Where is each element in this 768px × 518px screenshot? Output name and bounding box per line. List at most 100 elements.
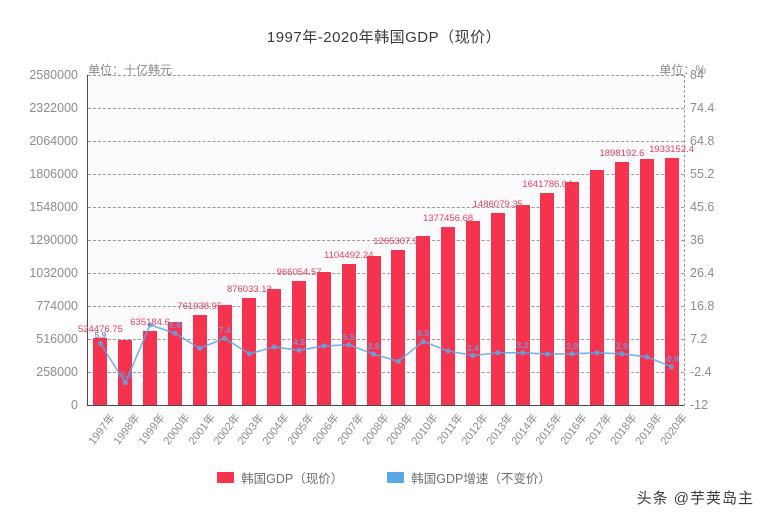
y-axis-tick-label: 1032000: [29, 266, 78, 280]
bar[interactable]: [441, 227, 456, 405]
line-point[interactable]: [519, 350, 526, 356]
line-point[interactable]: [495, 350, 501, 356]
line-series: [97, 322, 675, 386]
bar[interactable]: [118, 339, 133, 405]
line-value-label: 6.5: [417, 328, 430, 339]
line-value-label: 7.4: [218, 325, 231, 336]
line-point[interactable]: [296, 347, 302, 353]
legend-label: 韩国GDP增速（不变价）: [411, 472, 551, 486]
y-axis-tick-label: 516000: [36, 332, 78, 346]
line-value-label: 2.8: [367, 341, 380, 352]
bar-value-label: 966054.57: [276, 267, 322, 279]
gridline: [88, 75, 684, 76]
line-point[interactable]: [395, 358, 402, 364]
bar[interactable]: [316, 271, 331, 405]
bar[interactable]: [192, 314, 207, 405]
line-value-label: 2.9: [566, 340, 579, 351]
y2-axis-tick-label: -2.4: [690, 365, 712, 379]
bottom-axis-line: [87, 405, 684, 406]
bar[interactable]: [93, 337, 108, 405]
legend-swatch: [387, 472, 405, 483]
bar-value-label: 876033.13: [226, 283, 272, 295]
legend-item[interactable]: 韩国GDP（现价）: [217, 468, 343, 487]
bar-value-label: 1486079.35: [472, 199, 523, 211]
bar[interactable]: [614, 162, 629, 405]
line-point[interactable]: [172, 330, 178, 336]
line-point[interactable]: [470, 352, 476, 359]
gridline: [88, 273, 684, 274]
line-value-label: 8.9: [168, 320, 181, 331]
line-point[interactable]: [122, 380, 128, 386]
gridline: [88, 372, 684, 373]
line-point[interactable]: [346, 342, 352, 348]
bar[interactable]: [565, 182, 580, 405]
bar[interactable]: [292, 281, 307, 405]
bar[interactable]: [515, 205, 530, 405]
line-point[interactable]: [147, 322, 153, 328]
right-axis-unit-label: 单位：%: [659, 63, 706, 77]
line-point[interactable]: [420, 338, 426, 345]
line-point[interactable]: [97, 340, 104, 347]
gridline: [88, 240, 684, 241]
line-point[interactable]: [569, 351, 575, 357]
line-point[interactable]: [445, 348, 451, 354]
gridline: [88, 141, 684, 142]
left-axis-line: [87, 75, 88, 406]
bar[interactable]: [664, 157, 679, 405]
bar[interactable]: [590, 170, 605, 405]
line-value-label: 3.2: [516, 339, 529, 350]
legend-swatch: [217, 472, 235, 483]
legend-label: 韩国GDP（现价）: [241, 472, 344, 486]
line-value-label: 4.9: [293, 337, 305, 348]
bar-value-label: 761938.95: [177, 300, 223, 312]
x-axis-tick-label: 2010年: [409, 411, 442, 448]
line-value-label: 5.5: [342, 331, 355, 342]
line-point[interactable]: [594, 350, 600, 356]
line-point[interactable]: [544, 351, 551, 357]
line-point[interactable]: [668, 364, 675, 370]
bar[interactable]: [391, 250, 406, 405]
line-point[interactable]: [271, 344, 277, 350]
y2-axis-tick-label: 36: [690, 233, 704, 247]
bar[interactable]: [217, 304, 232, 405]
bar-value-label: 1265307.96: [373, 236, 424, 248]
line-point[interactable]: [197, 345, 203, 351]
gridline: [88, 306, 684, 307]
gridline: [88, 174, 684, 175]
line-point[interactable]: [370, 351, 377, 357]
line-point[interactable]: [644, 354, 650, 360]
line-point[interactable]: [321, 343, 327, 349]
y2-axis-tick-label: 7.2: [690, 332, 708, 346]
bar-value-label: 1641786.04: [522, 178, 573, 190]
y2-axis-tick-label: -12: [690, 398, 709, 412]
y2-axis-tick-label: 26.4: [690, 266, 715, 280]
line-point[interactable]: [619, 351, 625, 357]
line-point[interactable]: [221, 335, 228, 341]
gridline: [88, 207, 684, 208]
line-point[interactable]: [246, 351, 253, 357]
line-value-label: -0.9: [664, 353, 679, 364]
bar[interactable]: [639, 158, 654, 405]
y2-axis-tick-label: 64.8: [690, 134, 715, 148]
bar-value-label: 1898192.6: [599, 148, 645, 160]
legend-item[interactable]: 韩国GDP增速（不变价）: [387, 468, 551, 487]
y2-axis-tick-label: 16.8: [690, 299, 715, 313]
bar[interactable]: [167, 321, 182, 405]
bar[interactable]: [341, 263, 356, 405]
bar[interactable]: [416, 235, 431, 405]
bar[interactable]: [143, 331, 158, 405]
bar[interactable]: [465, 220, 480, 405]
left-axis-unit-label: 单位：十亿韩元: [88, 63, 173, 77]
growth-line: [99, 323, 672, 385]
bar[interactable]: [540, 192, 555, 405]
y2-axis-tick-label: 45.6: [690, 200, 715, 214]
y-axis-tick-label: 2322000: [29, 101, 78, 115]
y-axis-tick-label: 0: [71, 398, 78, 412]
line-value-label: 5.9: [94, 330, 107, 341]
y2-axis-tick-label: 84: [690, 68, 704, 82]
bar[interactable]: [490, 213, 505, 405]
bar[interactable]: [366, 256, 381, 405]
watermark: 头条 @芋荚岛主: [636, 490, 754, 507]
bar-value-label: 524476.75: [77, 323, 123, 335]
